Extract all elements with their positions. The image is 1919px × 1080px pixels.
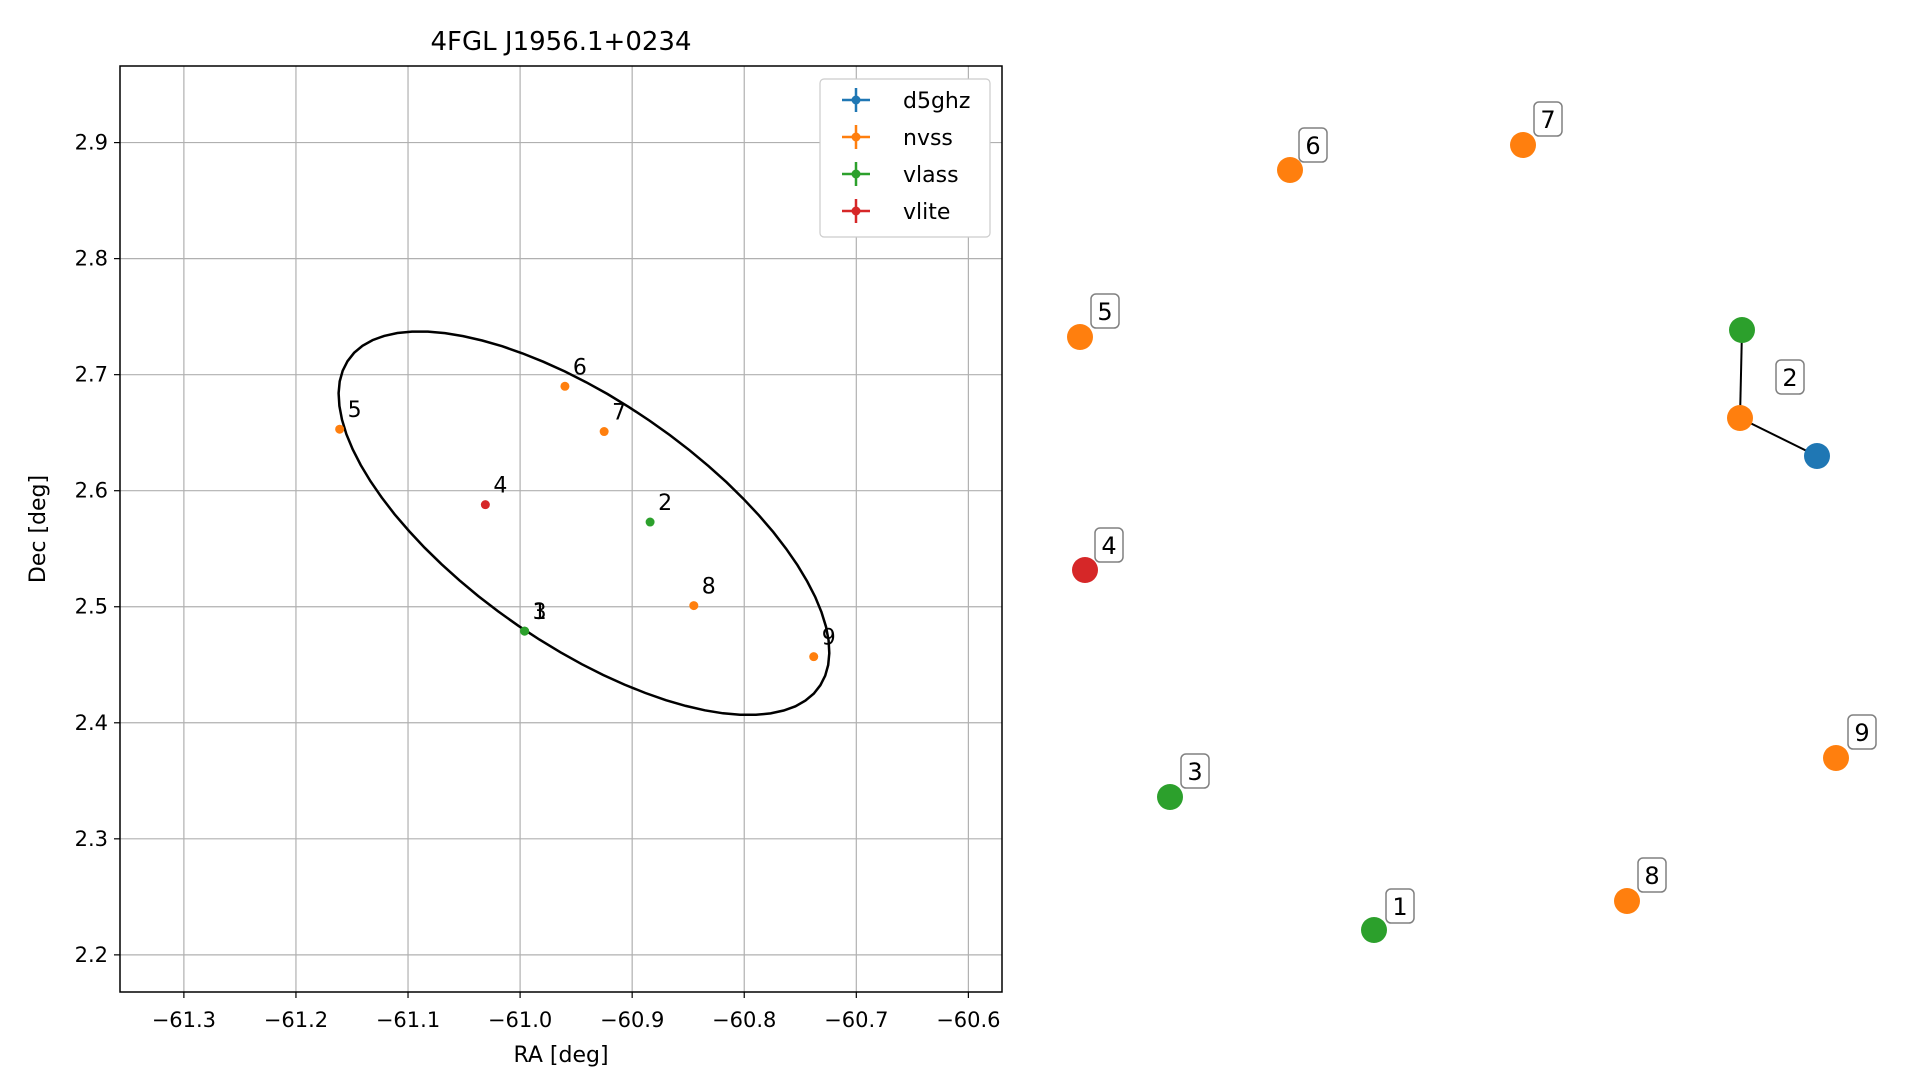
x-tick-label: −61.2 bbox=[264, 1008, 328, 1032]
legend-label-vlass: vlass bbox=[903, 163, 959, 188]
y-tick-label: 2.8 bbox=[75, 247, 108, 271]
point-vlite-4 bbox=[480, 500, 490, 510]
y-tick-label: 2.4 bbox=[75, 711, 108, 735]
legend-label-nvss: nvss bbox=[903, 126, 953, 151]
legend-label-d5ghz: d5ghz bbox=[903, 89, 970, 114]
x-tick-label: −61.1 bbox=[376, 1008, 440, 1032]
legend-box bbox=[819, 78, 991, 238]
data-points: 5 67 8 9 2 13 4 bbox=[335, 355, 836, 662]
graph-label-box bbox=[1180, 753, 1210, 789]
point-nvss-7 bbox=[599, 427, 609, 437]
graph-label-box bbox=[1775, 359, 1805, 395]
legend-marker-dot bbox=[851, 95, 861, 105]
point-label-6: 6 bbox=[573, 355, 587, 380]
graph-node-unlabeled-2 bbox=[1729, 317, 1755, 343]
y-tick-label: 2.7 bbox=[75, 363, 108, 387]
graph-node-5 bbox=[1067, 324, 1093, 350]
graph-edge bbox=[1739, 417, 1818, 457]
legend: d5ghz nvss vlass vlite bbox=[819, 78, 991, 238]
graph-label-3: 3 bbox=[1187, 758, 1202, 786]
point-nvss-6 bbox=[560, 381, 570, 391]
y-tick-label: 2.2 bbox=[75, 943, 108, 967]
graph-label-box bbox=[1385, 888, 1415, 924]
scatter-panel: 5 67 8 9 2 13 4 −61.3 −61.2 −61.1 −61.0 −60.9 −60.8… bbox=[26, 27, 1003, 1068]
legend-marker-dot bbox=[851, 206, 861, 216]
y-tick-label: 2.5 bbox=[75, 595, 108, 619]
graph-label-6: 6 bbox=[1305, 132, 1320, 160]
uncertainty-ellipse bbox=[337, 330, 831, 717]
graph-node-9 bbox=[1823, 745, 1849, 771]
point-label-2: 2 bbox=[658, 491, 672, 516]
graph-label-5: 5 bbox=[1097, 298, 1112, 326]
point-label-3: 3 bbox=[533, 600, 547, 625]
point-label-4: 4 bbox=[493, 474, 507, 499]
point-label-9: 9 bbox=[822, 626, 836, 651]
point-label-5: 5 bbox=[348, 398, 362, 423]
graph-label-box bbox=[1094, 527, 1124, 563]
graph-label-box bbox=[1090, 293, 1120, 329]
graph-node-2 bbox=[1727, 405, 1753, 431]
y-tick-label: 2.9 bbox=[75, 131, 108, 155]
graph-node-6 bbox=[1277, 157, 1303, 183]
x-tick-label: −61.3 bbox=[152, 1008, 216, 1032]
graph-edge bbox=[1739, 329, 1743, 419]
graph-label-9: 9 bbox=[1854, 719, 1869, 747]
x-tick-label: −60.7 bbox=[824, 1008, 888, 1032]
graph-node-1 bbox=[1361, 917, 1387, 943]
point-nvss-5 bbox=[335, 424, 345, 434]
graph-node-4 bbox=[1072, 557, 1098, 583]
grid bbox=[120, 66, 1002, 992]
graph-node-8 bbox=[1614, 888, 1640, 914]
graph-label-7: 7 bbox=[1540, 106, 1555, 134]
legend-marker-dot bbox=[851, 132, 861, 142]
graph-label-1: 1 bbox=[1392, 893, 1407, 921]
graph-node-3 bbox=[1157, 784, 1183, 810]
graph-label-box bbox=[1637, 857, 1667, 893]
axes-frame bbox=[119, 65, 1003, 993]
graph-edges bbox=[1739, 329, 1818, 457]
legend-label-vlite: vlite bbox=[903, 200, 950, 225]
y-tick-label: 2.6 bbox=[75, 479, 108, 503]
y-axis-ticks: 2.2 2.3 2.4 2.5 2.6 2.7 2.8 2.9 bbox=[75, 131, 120, 967]
graph-nodes: 1 2 3 4 5 6 7 8 9 bbox=[1067, 101, 1877, 943]
x-tick-label: −60.9 bbox=[600, 1008, 664, 1032]
graph-panel: 1 2 3 4 5 6 7 8 9 bbox=[1067, 101, 1877, 943]
graph-node-7 bbox=[1510, 132, 1536, 158]
point-label-8: 8 bbox=[702, 575, 716, 600]
point-label-1: 1 bbox=[533, 600, 547, 625]
graph-label-box bbox=[1533, 101, 1563, 137]
point-nvss-8 bbox=[689, 601, 699, 611]
point-nvss-9 bbox=[809, 652, 819, 662]
graph-node-unlabeled-3 bbox=[1804, 443, 1830, 469]
graph-label-8: 8 bbox=[1644, 862, 1659, 890]
x-tick-label: −60.8 bbox=[712, 1008, 776, 1032]
point-vlass-2 bbox=[645, 517, 655, 527]
graph-label-2: 2 bbox=[1782, 364, 1797, 392]
x-tick-label: −60.6 bbox=[936, 1008, 1000, 1032]
chart-title: 4FGL J1956.1+0234 bbox=[431, 27, 692, 57]
point-vlass-3 bbox=[520, 626, 530, 636]
x-tick-label: −61.0 bbox=[488, 1008, 552, 1032]
graph-label-box bbox=[1298, 127, 1328, 163]
x-axis-ticks: −61.3 −61.2 −61.1 −61.0 −60.9 −60.8 −60.7 −60.6 bbox=[152, 992, 1001, 1032]
point-label-7: 7 bbox=[612, 401, 626, 426]
graph-label-4: 4 bbox=[1101, 532, 1116, 560]
x-axis-label: RA [deg] bbox=[513, 1043, 608, 1068]
legend-marker-dot bbox=[851, 169, 861, 179]
y-tick-label: 2.3 bbox=[75, 827, 108, 851]
y-axis-label: Dec [deg] bbox=[26, 475, 51, 583]
graph-label-box bbox=[1847, 714, 1877, 750]
